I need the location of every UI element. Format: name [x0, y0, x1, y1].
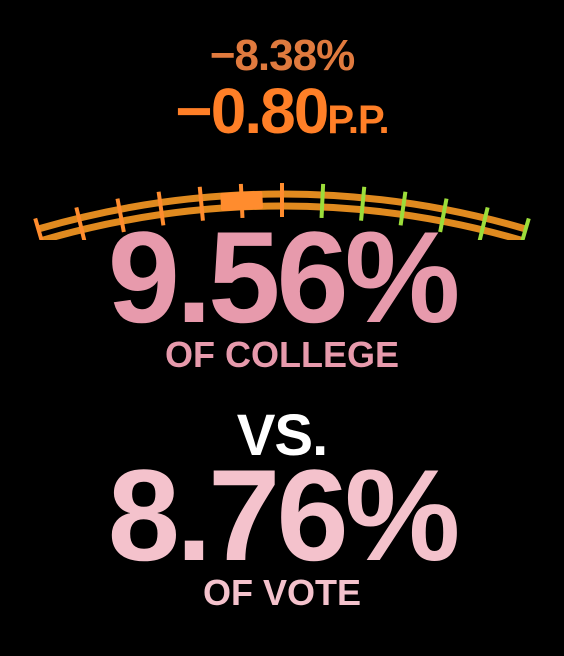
relative-percent-change: −8.38% [0, 34, 564, 78]
college-label: OF COLLEGE [0, 334, 564, 376]
vote-percent: 8.76% [0, 454, 564, 578]
college-percent: 9.56% [0, 216, 564, 340]
college-group: 9.56% OF COLLEGE [0, 216, 564, 376]
vote-group: 8.76% OF VOTE [0, 454, 564, 614]
infographic-stage: −8.38% −0.80P.P. 9.56% OF COLLEGE VS. 8.… [0, 0, 564, 656]
pp-suffix: P.P. [327, 98, 388, 142]
delta-group: −8.38% −0.80P.P. [0, 34, 564, 145]
pp-value: −0.80 [175, 75, 327, 147]
vote-label: OF VOTE [0, 572, 564, 614]
percentage-point-change: −0.80P.P. [0, 78, 564, 145]
